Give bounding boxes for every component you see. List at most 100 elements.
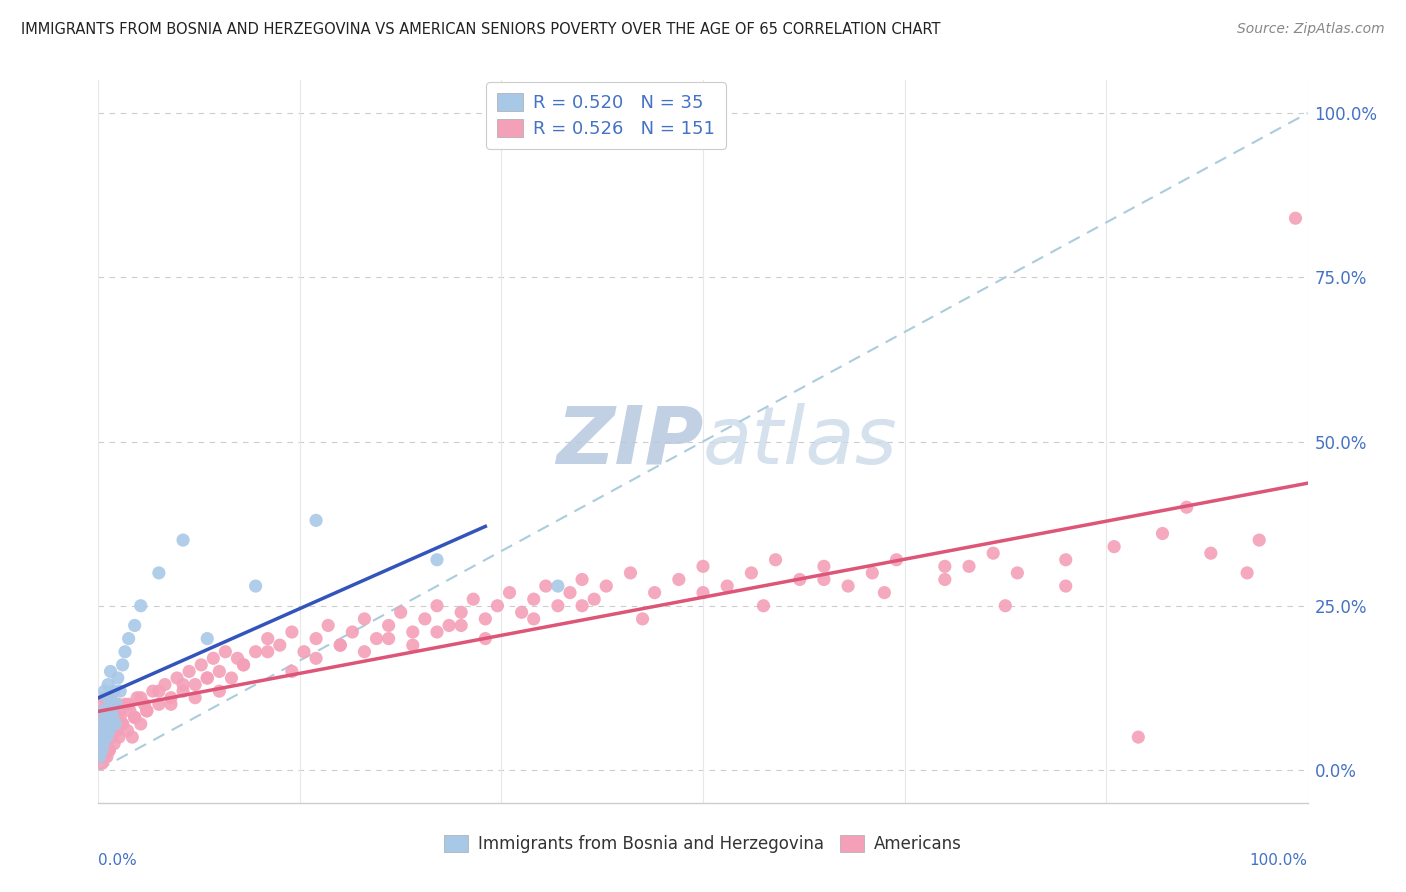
Point bbox=[96, 730, 118, 744]
Point bbox=[426, 625, 449, 640]
Point bbox=[124, 710, 146, 724]
Point bbox=[631, 612, 654, 626]
Point bbox=[1128, 730, 1150, 744]
Point bbox=[91, 704, 114, 718]
Point bbox=[1249, 533, 1271, 547]
Point bbox=[91, 717, 114, 731]
Point bbox=[389, 605, 412, 619]
Point bbox=[329, 638, 352, 652]
Point bbox=[100, 717, 122, 731]
Point bbox=[94, 723, 117, 738]
Point bbox=[91, 704, 114, 718]
Point bbox=[886, 553, 908, 567]
Point bbox=[90, 730, 112, 744]
Point bbox=[342, 625, 364, 640]
Point bbox=[510, 605, 533, 619]
Text: Source: ZipAtlas.com: Source: ZipAtlas.com bbox=[1237, 22, 1385, 37]
Point bbox=[97, 717, 120, 731]
Point bbox=[100, 704, 122, 718]
Point bbox=[226, 651, 249, 665]
Point bbox=[179, 665, 201, 679]
Point bbox=[148, 566, 170, 580]
Point bbox=[837, 579, 859, 593]
Point bbox=[108, 704, 131, 718]
Point bbox=[692, 585, 714, 599]
Point bbox=[413, 612, 436, 626]
Point bbox=[91, 730, 114, 744]
Point bbox=[994, 599, 1017, 613]
Point bbox=[91, 737, 114, 751]
Point bbox=[160, 698, 183, 712]
Point bbox=[547, 599, 569, 613]
Point bbox=[96, 749, 118, 764]
Point bbox=[91, 737, 114, 751]
Text: ZIP: ZIP bbox=[555, 402, 703, 481]
Point bbox=[740, 566, 762, 580]
Text: atlas: atlas bbox=[703, 402, 898, 481]
Point bbox=[426, 553, 449, 567]
Point bbox=[98, 743, 121, 757]
Point bbox=[498, 585, 520, 599]
Point bbox=[202, 651, 225, 665]
Point bbox=[114, 645, 136, 659]
Point bbox=[269, 638, 291, 652]
Point bbox=[111, 717, 134, 731]
Point bbox=[91, 743, 114, 757]
Point bbox=[281, 625, 304, 640]
Point bbox=[1199, 546, 1222, 560]
Point bbox=[256, 632, 278, 646]
Point bbox=[474, 632, 496, 646]
Point bbox=[195, 632, 218, 646]
Point bbox=[108, 710, 131, 724]
Point bbox=[94, 710, 117, 724]
Point bbox=[160, 690, 183, 705]
Point bbox=[377, 632, 399, 646]
Point bbox=[91, 698, 114, 712]
Point bbox=[97, 704, 120, 718]
Point bbox=[474, 612, 496, 626]
Point bbox=[366, 632, 388, 646]
Point bbox=[96, 737, 118, 751]
Point bbox=[118, 698, 141, 712]
Point bbox=[214, 645, 236, 659]
Point bbox=[595, 579, 617, 593]
Point bbox=[93, 684, 115, 698]
Point bbox=[107, 698, 129, 712]
Point bbox=[195, 671, 218, 685]
Point bbox=[281, 665, 304, 679]
Point bbox=[172, 684, 194, 698]
Point bbox=[129, 690, 152, 705]
Point bbox=[571, 573, 593, 587]
Point bbox=[353, 645, 375, 659]
Point bbox=[129, 717, 152, 731]
Point bbox=[166, 671, 188, 685]
Point bbox=[96, 723, 118, 738]
Point bbox=[172, 533, 194, 547]
Point bbox=[305, 513, 328, 527]
Point bbox=[184, 677, 207, 691]
Point bbox=[118, 632, 141, 646]
Point bbox=[135, 704, 157, 718]
Point bbox=[91, 756, 114, 771]
Point bbox=[957, 559, 980, 574]
Point bbox=[463, 592, 485, 607]
Point bbox=[402, 638, 425, 652]
Point bbox=[450, 605, 472, 619]
Point bbox=[534, 579, 557, 593]
Point bbox=[305, 651, 328, 665]
Text: 0.0%: 0.0% bbox=[98, 854, 138, 869]
Point bbox=[232, 657, 254, 672]
Point bbox=[89, 749, 111, 764]
Point bbox=[619, 566, 641, 580]
Point bbox=[124, 710, 146, 724]
Point bbox=[134, 698, 156, 712]
Point bbox=[1152, 526, 1174, 541]
Point bbox=[105, 723, 128, 738]
Point bbox=[221, 671, 243, 685]
Point bbox=[523, 612, 546, 626]
Point bbox=[100, 730, 122, 744]
Point bbox=[148, 684, 170, 698]
Point bbox=[118, 704, 141, 718]
Point bbox=[107, 671, 129, 685]
Point bbox=[934, 559, 956, 574]
